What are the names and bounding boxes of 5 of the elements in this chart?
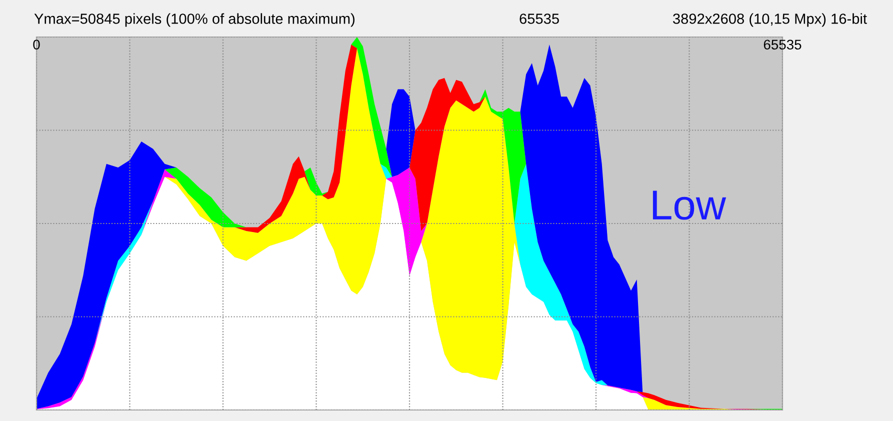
text: 65535 [520,14,559,24]
chart-title: Ymax=50845 pixels (100% of absolute maximum) [34,13,354,27]
x-tick-label: 0 [33,40,40,50]
chart-subtitle: 3892x2608 (10,15 Mpx) 16-bit [673,13,867,27]
annotation: Low [652,190,726,220]
